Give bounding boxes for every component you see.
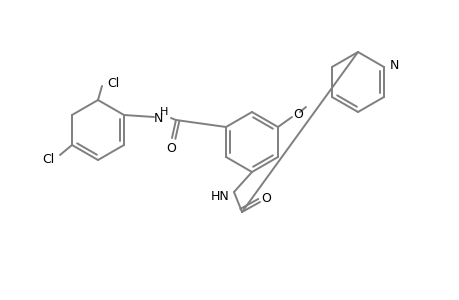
Text: Cl: Cl	[106, 76, 119, 89]
Text: Cl: Cl	[42, 152, 54, 166]
Text: HN: HN	[210, 190, 229, 203]
Text: O: O	[261, 191, 270, 205]
Text: H: H	[159, 107, 168, 117]
Text: N: N	[153, 112, 162, 124]
Text: O: O	[292, 107, 302, 121]
Text: O: O	[166, 142, 175, 154]
Text: N: N	[388, 58, 398, 71]
